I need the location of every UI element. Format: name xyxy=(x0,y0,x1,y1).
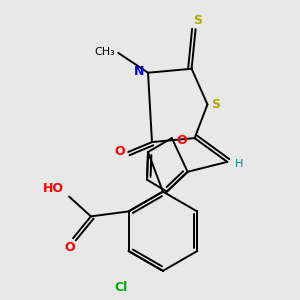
Text: S: S xyxy=(212,98,220,111)
Text: O: O xyxy=(115,146,125,158)
Text: Cl: Cl xyxy=(114,281,127,294)
Text: HO: HO xyxy=(43,182,64,195)
Text: N: N xyxy=(134,65,144,78)
Text: O: O xyxy=(177,134,188,147)
Text: H: H xyxy=(235,159,244,169)
Text: CH₃: CH₃ xyxy=(94,47,115,57)
Text: O: O xyxy=(65,241,75,254)
Text: S: S xyxy=(193,14,202,27)
